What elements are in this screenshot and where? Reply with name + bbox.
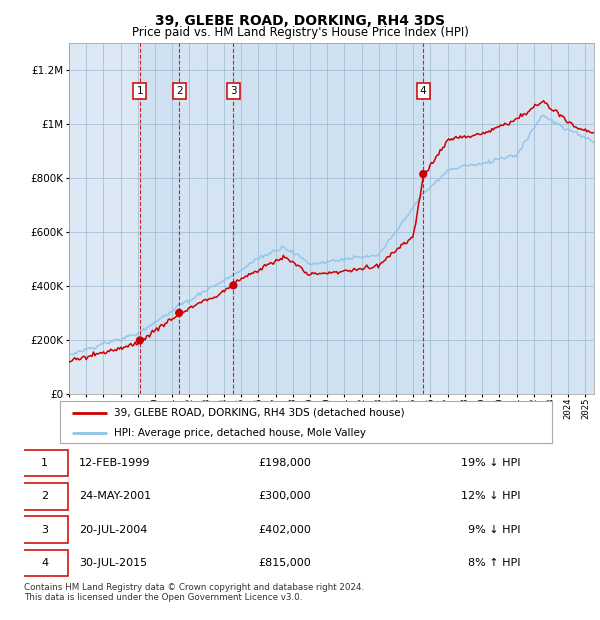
Text: 39, GLEBE ROAD, DORKING, RH4 3DS: 39, GLEBE ROAD, DORKING, RH4 3DS: [155, 14, 445, 28]
Text: HPI: Average price, detached house, Mole Valley: HPI: Average price, detached house, Mole…: [114, 428, 366, 438]
FancyBboxPatch shape: [21, 550, 68, 577]
Text: 1: 1: [137, 86, 143, 95]
Text: 19% ↓ HPI: 19% ↓ HPI: [461, 458, 521, 468]
Text: 12% ↓ HPI: 12% ↓ HPI: [461, 492, 521, 502]
Point: [418, 169, 428, 179]
FancyBboxPatch shape: [21, 483, 68, 510]
Text: 30-JUL-2015: 30-JUL-2015: [79, 558, 148, 568]
Bar: [140, 43, 179, 394]
Text: 20-JUL-2004: 20-JUL-2004: [79, 525, 148, 534]
Bar: [423, 43, 594, 394]
Bar: [233, 43, 423, 394]
Text: 39, GLEBE ROAD, DORKING, RH4 3DS (detached house): 39, GLEBE ROAD, DORKING, RH4 3DS (detach…: [114, 408, 405, 418]
FancyBboxPatch shape: [60, 401, 552, 443]
Text: 2: 2: [41, 492, 48, 502]
Text: Contains HM Land Registry data © Crown copyright and database right 2024.
This d: Contains HM Land Registry data © Crown c…: [24, 583, 364, 602]
Text: 12-FEB-1999: 12-FEB-1999: [79, 458, 151, 468]
Point: [175, 308, 184, 318]
Text: £300,000: £300,000: [259, 492, 311, 502]
Point: [229, 280, 238, 290]
Text: £198,000: £198,000: [258, 458, 311, 468]
Text: Price paid vs. HM Land Registry's House Price Index (HPI): Price paid vs. HM Land Registry's House …: [131, 26, 469, 39]
Text: 9% ↓ HPI: 9% ↓ HPI: [468, 525, 521, 534]
Text: 8% ↑ HPI: 8% ↑ HPI: [468, 558, 521, 568]
Text: 2: 2: [176, 86, 182, 95]
Text: 3: 3: [230, 86, 236, 95]
FancyBboxPatch shape: [21, 450, 68, 476]
Text: 3: 3: [41, 525, 48, 534]
Text: £402,000: £402,000: [258, 525, 311, 534]
Point: [135, 335, 145, 345]
Text: 4: 4: [420, 86, 427, 95]
FancyBboxPatch shape: [21, 516, 68, 543]
Bar: [179, 43, 233, 394]
Text: £815,000: £815,000: [258, 558, 311, 568]
Text: 1: 1: [41, 458, 48, 468]
Text: 4: 4: [41, 558, 48, 568]
Text: 24-MAY-2001: 24-MAY-2001: [79, 492, 151, 502]
